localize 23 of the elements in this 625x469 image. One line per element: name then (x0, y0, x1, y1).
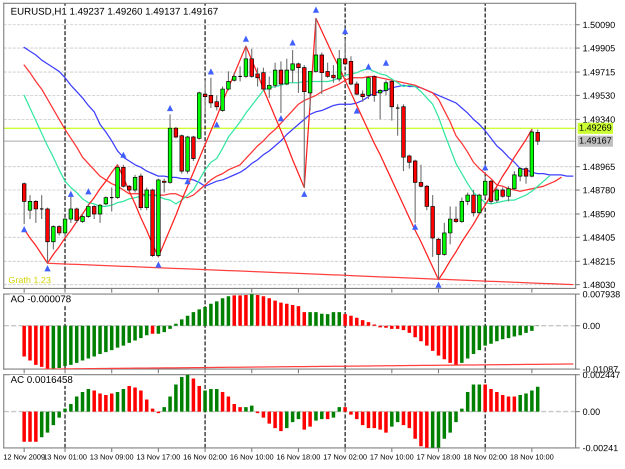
y-tick-label: 1.48590 (583, 210, 615, 218)
y-tick-label: 1.48965 (583, 164, 615, 170)
y-tick-label: 1.48780 (583, 186, 615, 194)
y-tick-label: 1.48030 (583, 282, 615, 288)
y-tick-label: 0.002447 (582, 372, 620, 378)
y-tick-label: 1.50090 (583, 22, 615, 28)
y-tick-label: 0.00 (582, 408, 600, 415)
annotation: Grath 1.23 (8, 276, 51, 284)
y-tick-label: 0.00 (582, 322, 600, 330)
ref-line-label: 1.49269 (580, 124, 612, 131)
y-tick-label: -0.01087 (582, 366, 618, 372)
ref-line-label: 1.49167 (580, 137, 612, 144)
y-tick-label: 1.48405 (583, 234, 615, 241)
chart-title: EURUSD,H1 1.49237 1.49260 1.49137 1.49167 (11, 8, 218, 16)
y-tick-label: 1.49715 (583, 69, 615, 76)
chart-title: AO -0.000078 (10, 295, 71, 302)
y-tick-label: 1.48215 (583, 258, 615, 265)
y-tick-label: 0.007938 (582, 291, 620, 298)
y-tick-label: -0.00241 (582, 444, 618, 452)
y-tick-label: 1.49340 (583, 116, 615, 123)
chart-title: AC 0.0016458 (10, 376, 72, 383)
y-tick-label: 1.49905 (583, 45, 615, 52)
y-tick-label: 1.49530 (583, 92, 615, 99)
